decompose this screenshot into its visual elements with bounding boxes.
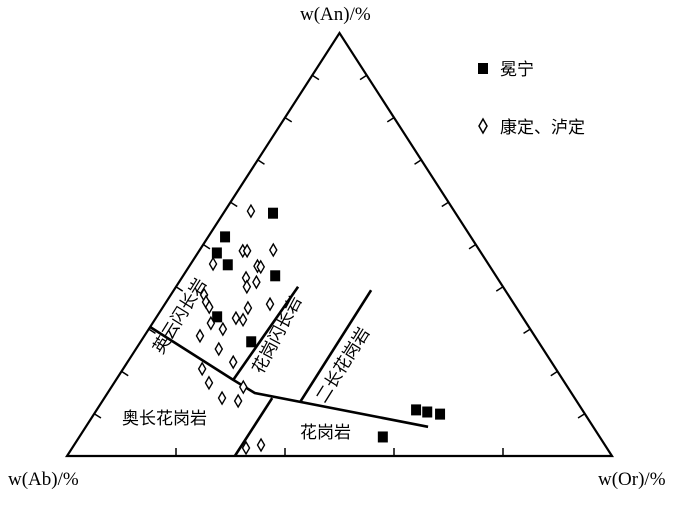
point-kangding-luding xyxy=(243,300,253,316)
axis-label-an: w(An)/% xyxy=(300,4,371,25)
point-kangding-luding xyxy=(228,354,238,370)
triangle-frame xyxy=(64,30,615,458)
point-mianning xyxy=(220,231,231,243)
point-mianning xyxy=(435,408,446,420)
field-boundary-line xyxy=(299,289,373,403)
point-mianning xyxy=(246,336,257,348)
tick-right xyxy=(577,413,586,419)
point-kangding-luding xyxy=(238,379,248,395)
legend-square-marker xyxy=(478,63,488,74)
field-label-trondhjemite: 奥长花岗岩 xyxy=(122,409,207,429)
field-boundaries xyxy=(149,286,429,457)
tick-right xyxy=(414,159,422,165)
legend-label-mianning: 冕宁 xyxy=(500,60,534,80)
point-kangding-luding xyxy=(233,393,243,409)
point-mianning xyxy=(268,207,279,219)
tick-left xyxy=(93,413,102,419)
point-kangding-luding xyxy=(214,341,224,357)
axis-label-or: w(Or)/% xyxy=(598,469,666,490)
tick-right xyxy=(550,370,558,377)
tick-left xyxy=(148,328,156,335)
tick-left xyxy=(284,116,293,123)
field-boundary-line xyxy=(232,286,300,381)
point-kangding-luding xyxy=(204,375,214,391)
tick-left xyxy=(311,74,320,81)
data-points xyxy=(195,203,446,456)
point-mianning xyxy=(377,431,388,443)
tick-right xyxy=(386,116,395,123)
point-kangding-luding xyxy=(218,321,228,337)
tick-right xyxy=(441,201,449,208)
field-boundary-line xyxy=(233,397,274,457)
point-kangding-luding xyxy=(256,437,266,453)
point-kangding-luding xyxy=(242,243,252,259)
tick-left xyxy=(257,159,265,165)
point-mianning xyxy=(422,406,433,418)
point-kangding-luding xyxy=(252,274,261,290)
point-kangding-luding xyxy=(204,299,214,315)
tick-right xyxy=(359,74,368,81)
tick-right xyxy=(468,243,477,250)
point-mianning xyxy=(212,311,223,323)
tick-left xyxy=(121,370,129,377)
point-kangding-luding xyxy=(256,259,266,275)
legend: 冕宁 康定、泸定 xyxy=(478,60,585,138)
triangle-outline xyxy=(64,30,615,458)
field-label-granite: 花岗岩 xyxy=(300,423,351,443)
point-kangding-luding xyxy=(231,310,241,326)
point-kangding-luding xyxy=(195,328,205,344)
point-kangding-luding xyxy=(217,390,227,406)
point-kangding-luding xyxy=(241,440,251,456)
point-kangding-luding xyxy=(268,242,278,258)
point-kangding-luding xyxy=(242,279,252,295)
tick-right xyxy=(495,286,504,292)
point-kangding-luding xyxy=(265,296,275,312)
axis-label-ab: w(Ab)/% xyxy=(8,469,79,490)
point-kangding-luding xyxy=(197,361,207,377)
point-kangding-luding xyxy=(238,312,248,328)
point-mianning xyxy=(211,247,222,259)
point-kangding-luding xyxy=(246,203,256,219)
tick-left xyxy=(175,286,184,292)
tick-left xyxy=(230,201,238,208)
tick-right xyxy=(523,328,531,335)
tick-left xyxy=(202,243,211,250)
axis-ticks xyxy=(93,74,586,456)
legend-diamond-marker xyxy=(478,117,488,135)
legend-label-kangding-luding: 康定、泸定 xyxy=(500,118,585,138)
point-kangding-luding xyxy=(206,315,216,331)
point-mianning xyxy=(222,259,233,271)
field-label-granodiorite: 花岗闪长岩 xyxy=(249,293,307,377)
point-mianning xyxy=(411,404,422,416)
point-kangding-luding xyxy=(208,256,218,272)
point-mianning xyxy=(270,270,281,282)
